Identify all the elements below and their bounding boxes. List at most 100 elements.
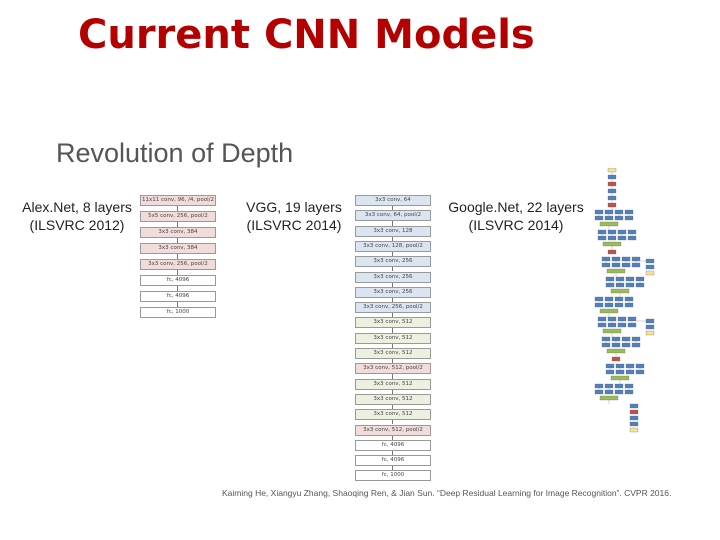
googlenet-block xyxy=(601,262,611,268)
googlenet-block xyxy=(602,241,622,247)
googlenet-block xyxy=(624,209,634,215)
alexnet-layer: 5x5 conv, 256, pool/2 xyxy=(140,211,216,222)
alexnet-connector xyxy=(177,286,178,291)
googlenet-block xyxy=(601,336,611,342)
googlenet-block xyxy=(607,181,617,187)
vgg-connector xyxy=(392,297,393,303)
googlenet-block xyxy=(617,229,627,235)
alexnet-layer: 3x3 conv, 256, pool/2 xyxy=(140,259,216,270)
googlenet-block xyxy=(645,324,655,330)
googlenet-block xyxy=(631,336,641,342)
googlenet-block xyxy=(627,322,637,328)
alexnet-name: Alex.Net, 8 layers xyxy=(22,199,132,215)
alexnet-layer: 11x11 conv, 96, /4, pool/2 xyxy=(140,195,216,206)
googlenet-block xyxy=(624,215,634,221)
vgg-connector xyxy=(392,389,393,394)
vgg-sub: (ILSVRC 2014) xyxy=(246,217,342,233)
vgg-layer: 3x3 conv, 64 xyxy=(355,195,431,206)
vgg-connector xyxy=(392,251,393,257)
googlenet-block xyxy=(625,282,635,288)
alexnet-layer: fc, 1000 xyxy=(140,307,216,318)
googlenet-block xyxy=(615,276,625,282)
googlenet-block xyxy=(597,229,607,235)
alexnet-layer: fc, 4096 xyxy=(140,291,216,302)
vgg-layer: 3x3 conv, 128, pool/2 xyxy=(355,240,431,252)
googlenet-block xyxy=(607,202,617,208)
vgg-connector xyxy=(392,420,393,425)
googlenet-diagram xyxy=(594,168,655,433)
googlenet-block xyxy=(605,369,615,375)
alexnet-sub: (ILSVRC 2012) xyxy=(29,217,125,233)
vgg-layer: 3x3 conv, 128 xyxy=(355,225,431,237)
googlenet-block xyxy=(607,235,617,241)
googlenet-block xyxy=(614,389,624,395)
googlenet-block xyxy=(615,369,625,375)
vgg-layer: 3x3 conv, 512 xyxy=(355,348,431,359)
vgg-connector xyxy=(392,466,393,471)
googlenet-block xyxy=(635,276,645,282)
googlenet-block xyxy=(605,282,615,288)
vgg-connector xyxy=(392,206,393,211)
vgg-connector xyxy=(392,313,393,318)
googlenet-block xyxy=(625,276,635,282)
alexnet-connector xyxy=(177,206,178,211)
vgg-layer: 3x3 conv, 256, pool/2 xyxy=(355,302,431,314)
googlenet-block xyxy=(594,302,604,308)
vgg-layer: 3x3 conv, 64, pool/2 xyxy=(355,210,431,222)
googlenet-block xyxy=(607,249,617,255)
vgg-name: VGG, 19 layers xyxy=(246,199,342,215)
alexnet-connector xyxy=(177,254,178,259)
googlenet-block xyxy=(631,342,641,348)
googlenet-name: Google.Net, 22 layers xyxy=(448,199,584,215)
googlenet-block xyxy=(611,262,621,268)
googlenet-block xyxy=(604,209,614,215)
googlenet-block xyxy=(629,415,639,421)
googlenet-block xyxy=(624,302,634,308)
vgg-layer: 3x3 conv, 256 xyxy=(355,271,431,283)
googlenet-block xyxy=(624,389,634,395)
alexnet-connector xyxy=(177,222,178,227)
googlenet-block xyxy=(629,403,639,409)
googlenet-block xyxy=(597,316,607,322)
vgg-layer: fc, 1000 xyxy=(355,470,431,482)
googlenet-block xyxy=(607,229,617,235)
googlenet-block xyxy=(645,318,655,324)
googlenet-block xyxy=(635,369,645,375)
googlenet-block xyxy=(617,322,627,328)
googlenet-block xyxy=(599,308,619,314)
googlenet-block xyxy=(594,383,604,389)
googlenet-block xyxy=(621,336,631,342)
googlenet-block xyxy=(621,342,631,348)
googlenet-block xyxy=(602,328,622,334)
googlenet-block xyxy=(607,322,617,328)
googlenet-block xyxy=(599,221,619,227)
vgg-layer: 3x3 conv, 512 xyxy=(355,393,431,405)
googlenet-block xyxy=(625,363,635,369)
googlenet-block xyxy=(614,302,624,308)
googlenet-block xyxy=(621,256,631,262)
googlenet-block xyxy=(624,296,634,302)
googlenet-block xyxy=(604,389,614,395)
vgg-layer: fc, 4096 xyxy=(355,455,431,467)
googlenet-block xyxy=(645,270,655,276)
vgg-connector xyxy=(392,267,393,272)
googlenet-block xyxy=(617,235,627,241)
vgg-layer: fc, 4096 xyxy=(355,439,431,451)
vgg-layer: 3x3 conv, 512 xyxy=(355,409,431,421)
vgg-layer: 3x3 conv, 512, pool/2 xyxy=(355,363,431,375)
googlenet-block xyxy=(635,363,645,369)
vgg-layer: 3x3 conv, 512, pool/2 xyxy=(355,424,431,436)
googlenet-block xyxy=(621,262,631,268)
googlenet-block xyxy=(604,215,614,221)
vgg-connector xyxy=(392,359,393,364)
googlenet-block xyxy=(601,342,611,348)
googlenet-block xyxy=(627,235,637,241)
googlenet-block xyxy=(645,258,655,264)
googlenet-block xyxy=(631,256,641,262)
vgg-layer: 3x3 conv, 256 xyxy=(355,256,431,268)
googlenet-block xyxy=(631,262,641,268)
vgg-layer: 3x3 conv, 512 xyxy=(355,332,431,344)
alexnet-connector xyxy=(177,270,178,275)
googlenet-block xyxy=(594,389,604,395)
googlenet-block xyxy=(625,369,635,375)
